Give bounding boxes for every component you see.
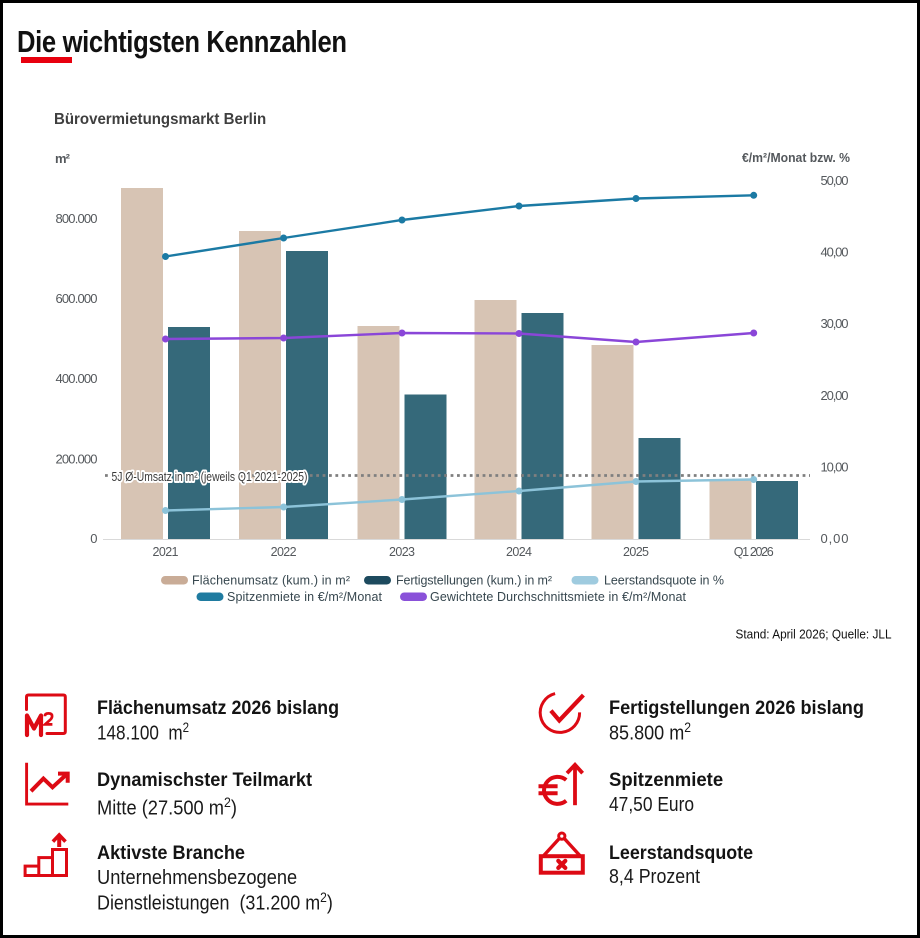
- svg-text:50,00: 50,00: [821, 173, 849, 188]
- svg-text:600.000: 600.000: [56, 291, 98, 306]
- svg-text:40,00: 40,00: [821, 245, 849, 260]
- svg-text:Gewichtete Durchschnittsmiete: Gewichtete Durchschnittsmiete in €/m²/Mo…: [430, 590, 687, 604]
- svg-text:Stand: April 2026; Quelle: JLL: Stand: April 2026; Quelle: JLL: [736, 628, 892, 642]
- svg-text:30,00: 30,00: [821, 316, 849, 331]
- svg-text:0: 0: [90, 531, 97, 546]
- svg-text:5J Ø-Umsatz in m² (jeweils Q1: 5J Ø-Umsatz in m² (jeweils Q1 2021-2025): [112, 469, 308, 484]
- svg-text:€/m²/Monat bzw. %: €/m²/Monat bzw. %: [742, 150, 850, 165]
- svg-text:400.000: 400.000: [56, 371, 98, 386]
- svg-text:20,00: 20,00: [821, 388, 849, 403]
- svg-text:2021: 2021: [153, 545, 179, 559]
- svg-text:Q1 2026: Q1 2026: [734, 545, 774, 559]
- svg-text:Leerstandsquote in %: Leerstandsquote in %: [604, 574, 724, 588]
- svg-text:Flächenumsatz (kum.) in m²: Flächenumsatz (kum.) in m²: [192, 574, 350, 588]
- svg-text:2024: 2024: [506, 545, 532, 559]
- svg-text:Fertigstellungen (kum.) in m²: Fertigstellungen (kum.) in m²: [396, 574, 552, 588]
- svg-text:Spitzenmiete in €/m²/Monat: Spitzenmiete in €/m²/Monat: [227, 590, 383, 604]
- svg-text:2023: 2023: [389, 545, 415, 559]
- svg-text:2025: 2025: [623, 545, 649, 559]
- svg-text:2022: 2022: [271, 545, 297, 559]
- svg-text:200.000: 200.000: [56, 452, 98, 467]
- svg-text:m²: m²: [55, 151, 71, 166]
- svg-text:800.000: 800.000: [56, 211, 98, 226]
- svg-text:0,00: 0,00: [821, 531, 849, 546]
- svg-text:10,00: 10,00: [821, 459, 849, 474]
